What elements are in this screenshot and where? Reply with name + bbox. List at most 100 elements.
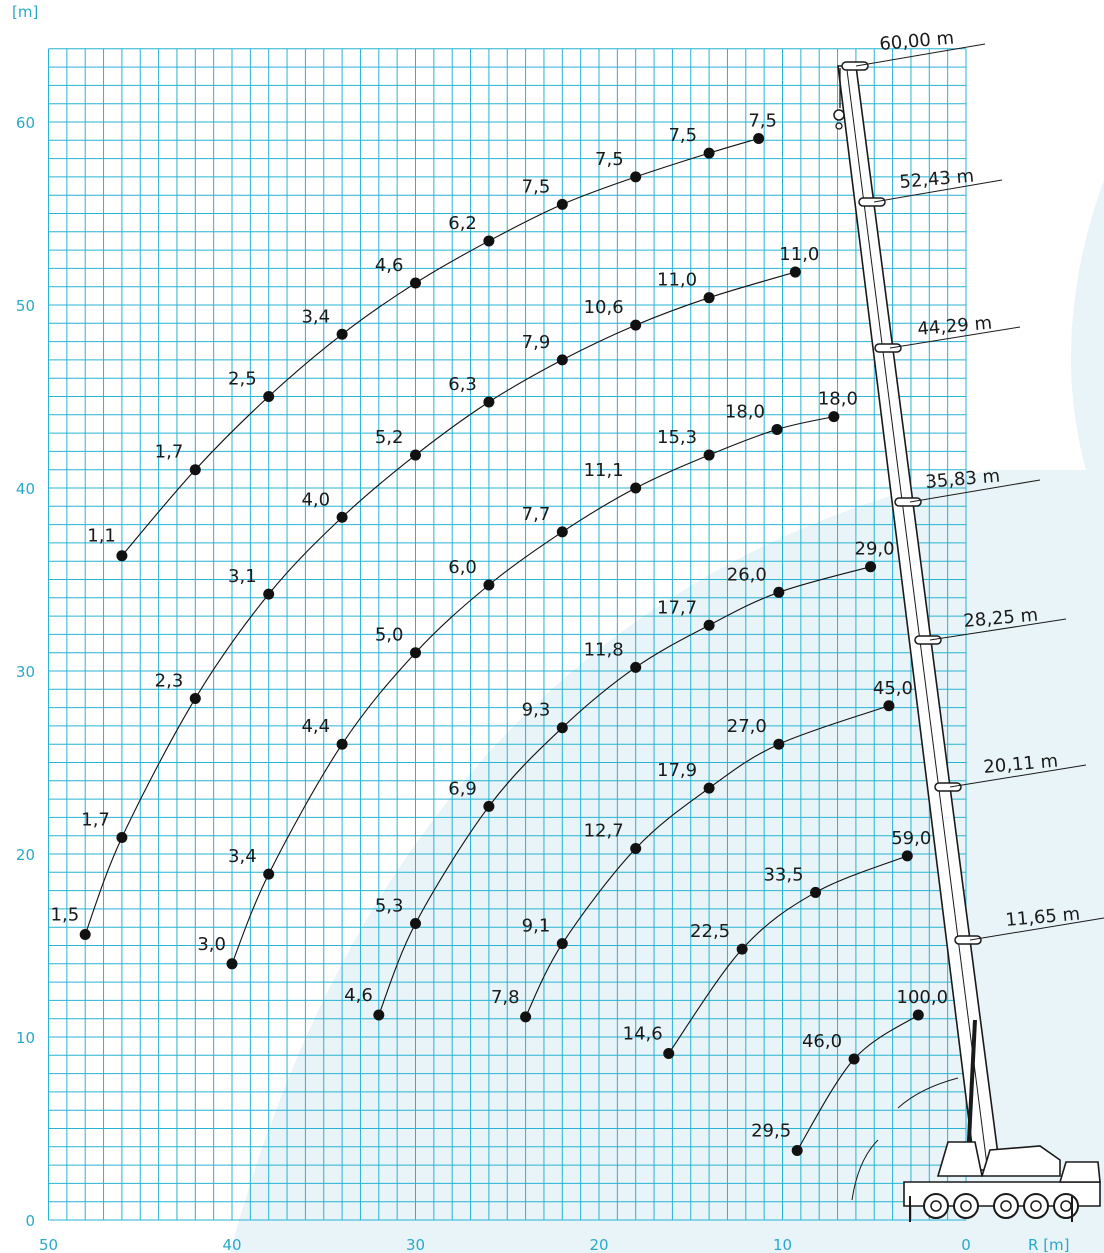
background-swoosh	[230, 180, 1104, 1253]
data-point	[483, 396, 495, 408]
data-point	[703, 292, 715, 304]
x-tick-label: 0	[961, 1236, 971, 1253]
data-point	[189, 692, 201, 704]
boom-section-collar	[874, 343, 902, 353]
hook-icon	[833, 109, 845, 121]
wheel-hub	[930, 1200, 942, 1212]
load-label: 46,0	[802, 1031, 842, 1052]
load-label: 18,0	[725, 401, 765, 422]
load-label: 15,3	[657, 427, 697, 448]
data-point	[865, 561, 877, 573]
load-label: 7,7	[522, 504, 551, 525]
x-tick-label: 10	[773, 1236, 792, 1253]
load-label: 29,0	[855, 539, 895, 560]
boom-section-collar	[841, 61, 869, 71]
load-label: 1,1	[87, 526, 116, 547]
data-point	[263, 391, 275, 402]
load-label: 1,7	[155, 442, 184, 463]
load-label: 1,7	[81, 810, 110, 831]
y-tick-label: 20	[16, 846, 35, 864]
load-label: 3,1	[228, 566, 257, 587]
load-label: 11,0	[779, 244, 819, 265]
data-point	[263, 868, 275, 880]
data-point	[410, 647, 421, 659]
load-label: 5,0	[375, 625, 404, 646]
swing-arc	[897, 1077, 959, 1109]
y-tick-label: 30	[16, 663, 35, 681]
y-tick-label: 60	[16, 114, 35, 132]
data-point	[336, 328, 348, 340]
load-label: 7,5	[522, 176, 551, 197]
data-point	[703, 782, 715, 794]
x-tick-label: 50	[39, 1236, 58, 1253]
load-label: 2,3	[155, 670, 184, 691]
data-point	[789, 266, 801, 278]
load-label: 1,5	[51, 905, 80, 926]
load-label: 7,9	[522, 332, 551, 353]
data-point	[226, 958, 238, 970]
load-label: 7,5	[595, 149, 624, 170]
load-label: 7,8	[491, 987, 520, 1008]
load-label: 10,6	[584, 297, 624, 318]
wheel-hub	[960, 1200, 972, 1212]
y-tick-label: 50	[16, 297, 35, 315]
boom-section-collar	[954, 935, 982, 945]
load-label: 29,5	[751, 1120, 791, 1141]
data-point	[520, 1011, 532, 1023]
data-point	[630, 482, 642, 494]
data-point	[753, 132, 765, 144]
series-5243: 1,5 1,7 2,3 3,1 4,0 5,2 6,3 7,9 10,6 11,0 11,0	[51, 244, 819, 941]
data-point	[336, 738, 348, 750]
data-point	[703, 147, 715, 159]
boom-length-leader	[889, 326, 1021, 349]
series-curve	[84, 271, 796, 935]
load-label: 100,0	[897, 987, 949, 1008]
data-point	[556, 198, 568, 210]
data-point	[483, 235, 495, 247]
data-point	[410, 277, 421, 289]
load-label: 22,5	[690, 921, 730, 942]
x-tick-label: 20	[589, 1236, 608, 1253]
load-label: 11,0	[657, 270, 697, 291]
y-axis: [m] 0 10 20 30 40 50 60	[12, 3, 38, 1230]
load-label: 3,4	[301, 306, 330, 327]
hook-tip	[835, 122, 843, 130]
data-point	[263, 588, 275, 600]
load-label: 4,6	[344, 985, 373, 1006]
load-label: 27,0	[727, 716, 767, 737]
data-point	[630, 843, 642, 855]
data-point	[912, 1009, 924, 1021]
data-point	[771, 423, 783, 435]
data-point	[556, 722, 568, 734]
series-2011: 14,6 22,5 33,5 59,0	[623, 828, 931, 1059]
load-label: 11,1	[584, 460, 624, 481]
series-curve	[121, 137, 759, 557]
load-label: 3,4	[228, 846, 257, 867]
data-point	[373, 1009, 385, 1021]
data-point	[773, 738, 785, 750]
load-label: 17,7	[657, 597, 697, 618]
x-axis-label: R [m]	[1028, 1236, 1070, 1253]
data-point	[810, 886, 822, 898]
series-curve	[525, 705, 890, 1018]
crane-cab	[936, 1141, 983, 1177]
crane-drawing	[833, 61, 1101, 1222]
series-4429: 3,0 3,4 4,4 5,0 6,0 7,7 11,1 15,3 18,0 18,0	[197, 389, 858, 970]
series-curve	[378, 566, 871, 1016]
x-axis: R [m] 50 40 30 20 10 0	[39, 1236, 1070, 1253]
series-2825: 7,8 9,1 12,7 17,9 27,0 45,0	[491, 678, 913, 1023]
y-tick-label: 10	[16, 1029, 35, 1047]
data-point	[556, 526, 568, 538]
series-curve	[668, 855, 908, 1054]
load-label: 7,5	[748, 110, 777, 131]
superstructure	[980, 1145, 1061, 1177]
series-6000: 1,1 1,7 2,5 3,4 4,6 6,2 7,5 7,5 7,5 7,5	[87, 110, 777, 562]
data-point	[189, 464, 201, 476]
data-point	[483, 800, 495, 812]
boom-length-label: 52,43 m	[899, 166, 975, 193]
load-label: 33,5	[763, 864, 803, 885]
load-label: 9,1	[522, 916, 551, 937]
boom-length-leader	[909, 479, 1041, 503]
load-label: 45,0	[873, 678, 913, 699]
